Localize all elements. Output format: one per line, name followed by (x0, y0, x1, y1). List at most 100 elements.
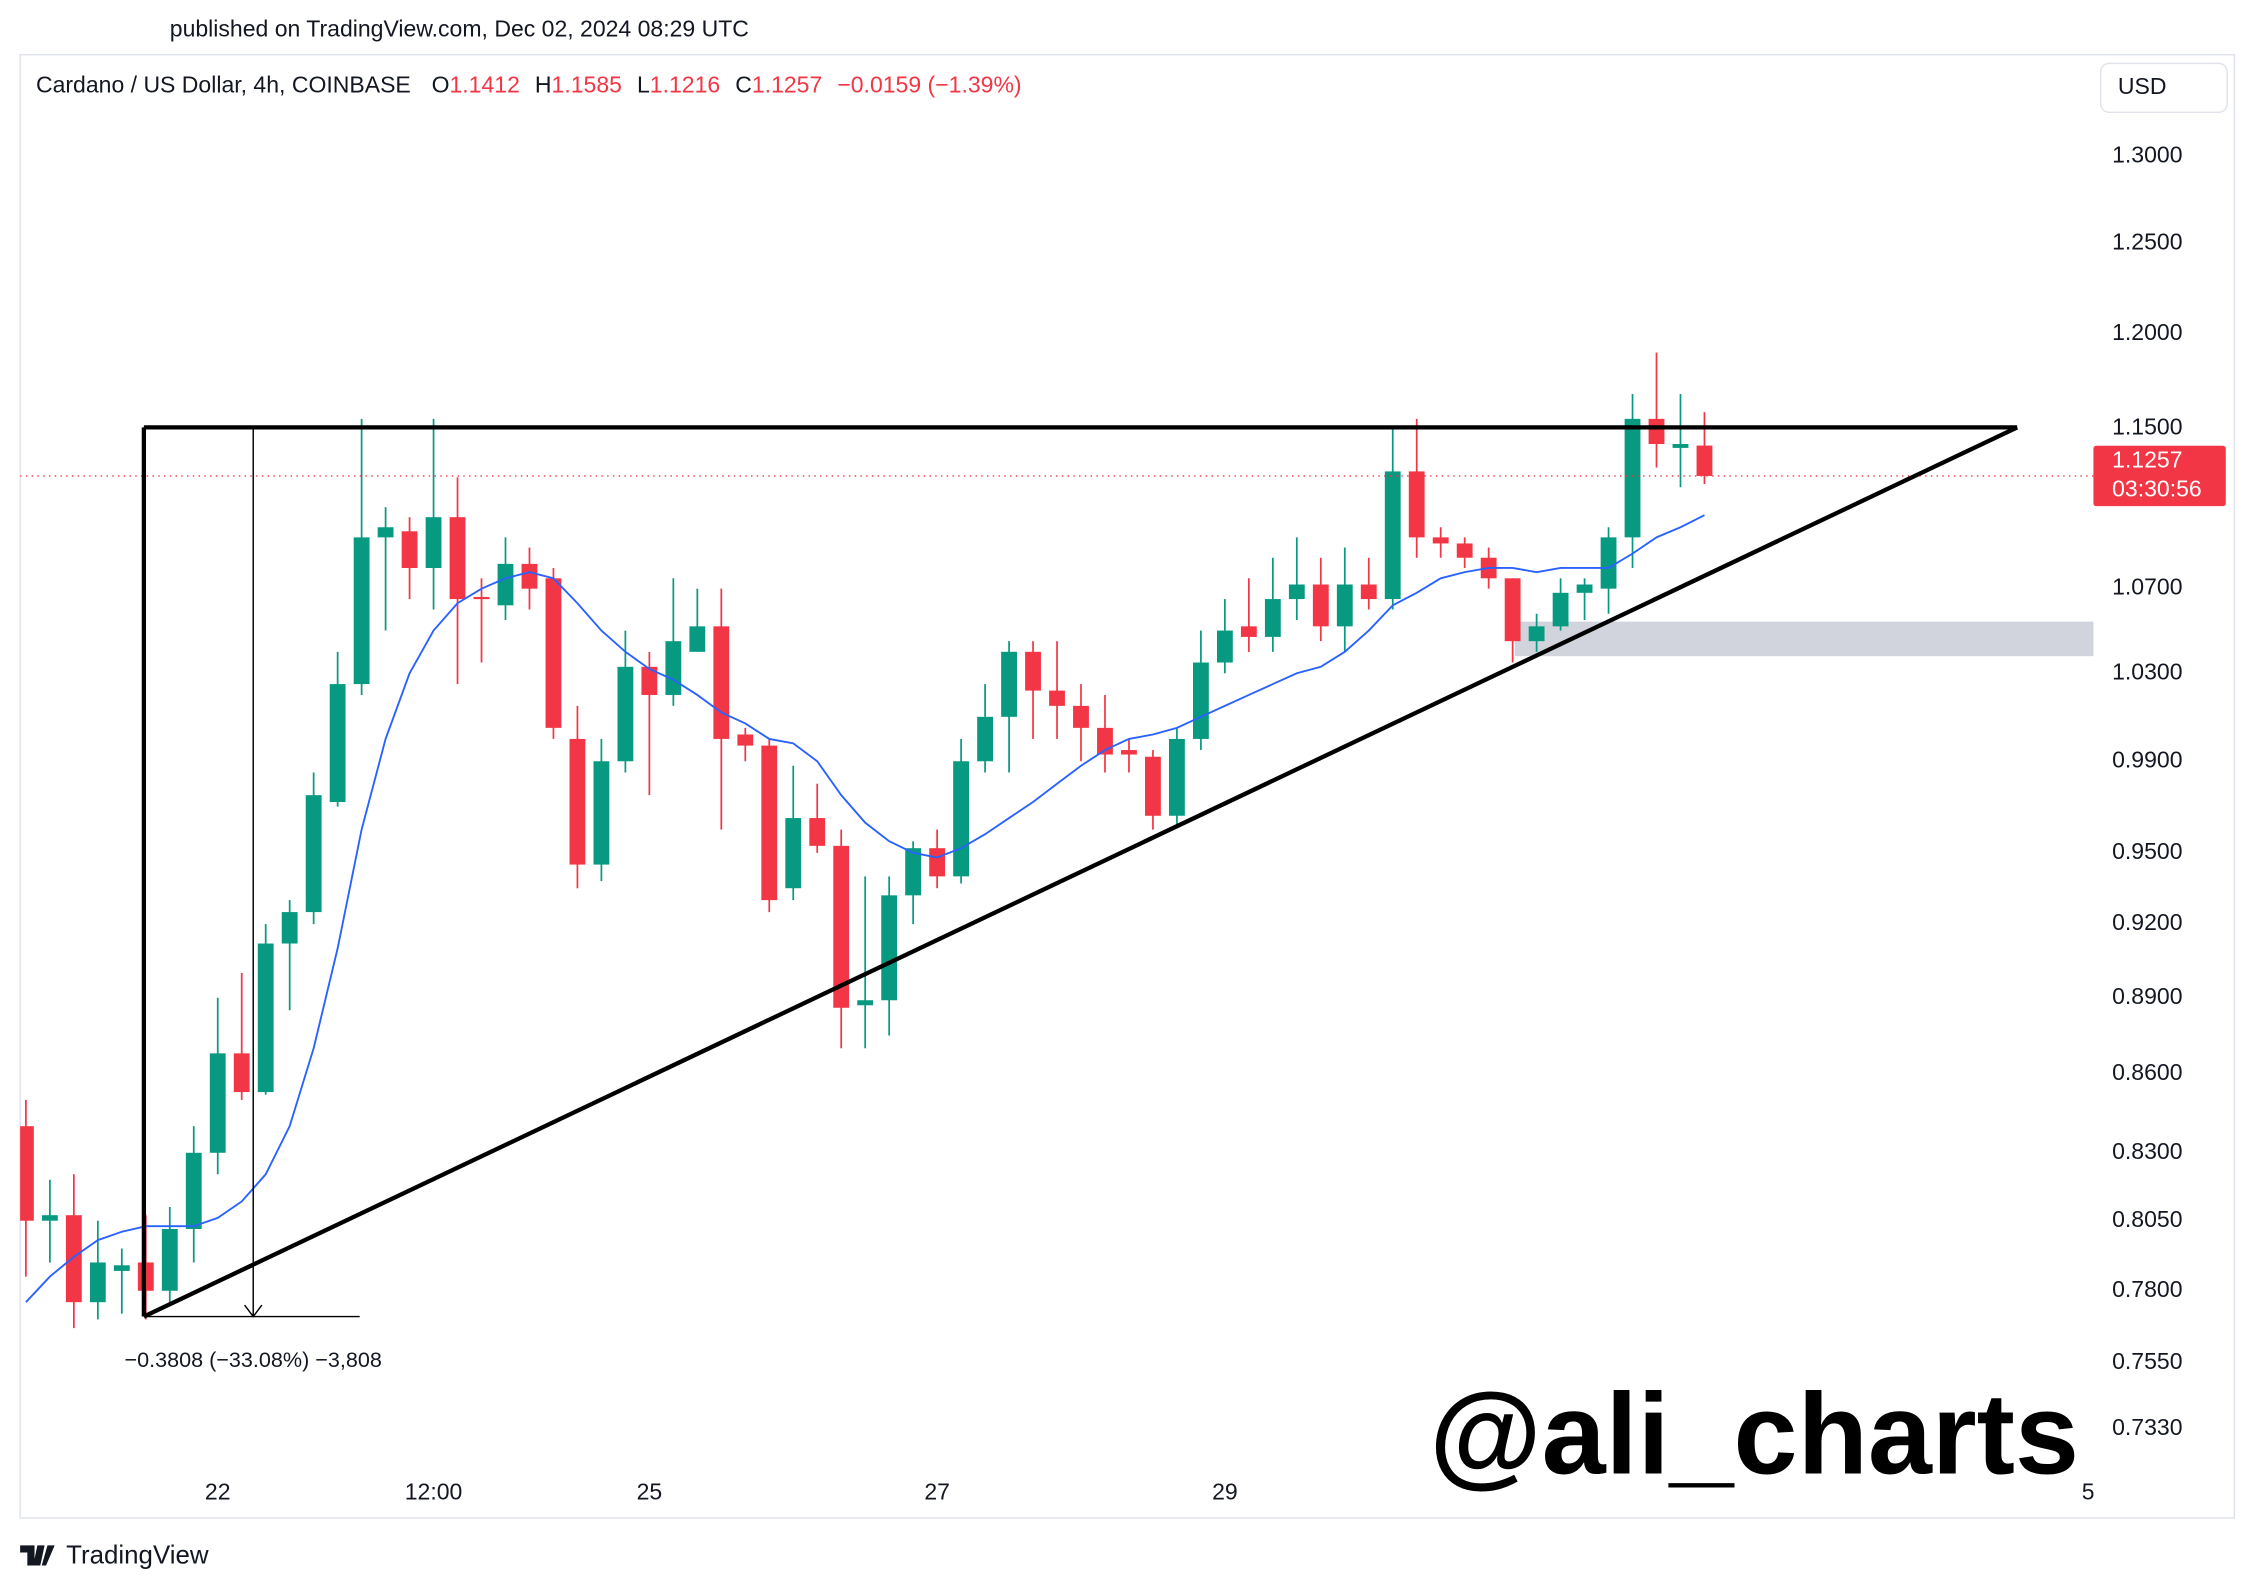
candle-body (617, 666, 634, 762)
moving-average (25, 514, 1705, 1303)
candle-body (761, 745, 778, 901)
candle-body (209, 1053, 226, 1153)
plot-area (20, 352, 2094, 1329)
x-tick-label: 27 (924, 1479, 950, 1505)
candle-body (737, 734, 754, 746)
candle-body (905, 848, 922, 896)
candle-body (353, 537, 370, 685)
y-tick-label: 0.7800 (2112, 1276, 2182, 1302)
close-value: 1.1257 (752, 71, 822, 97)
candle-body (1264, 599, 1281, 637)
change-value: −0.0159 (−1.39%) (837, 71, 1021, 97)
candle-body (1672, 444, 1689, 448)
measure-arrow (244, 1304, 263, 1318)
candle-body (545, 578, 562, 728)
candle-body (473, 596, 490, 600)
footer-brand: TradingView (66, 1542, 209, 1570)
candle-body (401, 531, 418, 568)
legend: Cardano / US Dollar, 4h, COINBASE O1.141… (36, 71, 1022, 97)
y-tick-label: 0.7330 (2112, 1414, 2182, 1440)
candle-body (1600, 537, 1617, 589)
candle-body (1384, 471, 1401, 600)
candle-body (425, 517, 442, 568)
candle-body (1576, 584, 1593, 593)
candle-body (1073, 705, 1089, 728)
x-tick-label: 29 (1212, 1479, 1238, 1505)
y-tick-label: 0.8900 (2112, 983, 2182, 1009)
candle-body (113, 1265, 130, 1271)
candle-body (833, 845, 850, 1008)
candle-body (641, 666, 658, 695)
y-tick-label: 1.0300 (2112, 658, 2182, 684)
candle-body (89, 1262, 106, 1303)
x-tick-label: 25 (637, 1479, 663, 1505)
ohlc-prefix: C (735, 71, 752, 97)
candle-body (1360, 584, 1377, 600)
candle-body (953, 761, 970, 877)
y-tick-label: 0.7550 (2112, 1348, 2182, 1374)
currency-button[interactable] (2099, 62, 2228, 114)
candle-body (1145, 756, 1161, 816)
candle-body (1001, 651, 1017, 717)
countdown-label: 03:30:56 (2112, 475, 2202, 501)
candle-body (281, 912, 298, 944)
candle-body (449, 517, 466, 600)
candle-body (1456, 543, 1473, 558)
candle-body (161, 1228, 178, 1291)
candle-body (809, 818, 826, 846)
low-value: 1.1216 (650, 71, 720, 97)
candle-body (929, 848, 946, 877)
y-tick-label: 1.1500 (2112, 414, 2182, 440)
triangle-drawing (141, 425, 2019, 1319)
candle-body (689, 626, 706, 652)
candle-body (1240, 626, 1257, 637)
candle-body (1121, 750, 1137, 755)
candle-body (185, 1152, 202, 1229)
candle-body (377, 527, 394, 538)
candle-body (257, 943, 274, 1093)
candle-body (1312, 584, 1329, 627)
chart-frame (19, 54, 2236, 1519)
published-note: published on TradingView.com, Dec 02, 20… (170, 15, 749, 41)
last-price-box (2093, 445, 2226, 507)
candle-body (1192, 662, 1209, 739)
candle-body (1288, 584, 1305, 600)
candle-body (1696, 445, 1713, 476)
y-tick-label: 0.8050 (2112, 1206, 2182, 1232)
candle-body (857, 1000, 874, 1006)
y-tick-label: 1.0700 (2112, 574, 2182, 600)
candle-body (521, 563, 538, 589)
y-tick-label: 0.8600 (2112, 1059, 2182, 1085)
high-value: 1.1585 (552, 71, 622, 97)
footer-logo: TradingView (20, 1542, 209, 1570)
time-axis: 22 12:00 25 27 29 5 (205, 1479, 2095, 1505)
last-price-label: 1.1257 (2112, 447, 2182, 473)
open-value: 1.1412 (449, 71, 519, 97)
ohlc-prefix: H (535, 71, 552, 97)
candle-body (20, 1126, 34, 1221)
x-tick-label: 22 (205, 1479, 231, 1505)
candle-body (1432, 537, 1449, 544)
price-axis: 1.3000 1.2500 1.2000 1.1500 1.0700 1.0300 0.99… (2093, 141, 2226, 1440)
candle-body (785, 818, 802, 889)
ohlc-prefix: O (432, 71, 450, 97)
candle-body (1504, 578, 1521, 642)
x-tick-label: 5 (2082, 1479, 2095, 1505)
y-tick-label: 1.2000 (2112, 319, 2182, 345)
candle-body (497, 563, 514, 606)
watermark: @ali_charts (1429, 1371, 2079, 1499)
y-tick-label: 0.9200 (2112, 909, 2182, 935)
candle-body (1552, 592, 1569, 627)
ohlc-prefix: L (637, 71, 650, 97)
candle-body (1624, 418, 1641, 538)
candle-body (305, 795, 322, 913)
measure-label: −0.3808 (−33.08%) −3,808 (125, 1347, 382, 1372)
y-tick-label: 0.9900 (2112, 746, 2182, 772)
candle-body (1169, 738, 1185, 816)
y-tick-label: 1.2500 (2112, 228, 2182, 254)
candle-body (1528, 626, 1545, 642)
y-tick-label: 0.9500 (2112, 838, 2182, 864)
x-tick-label: 12:00 (405, 1479, 463, 1505)
